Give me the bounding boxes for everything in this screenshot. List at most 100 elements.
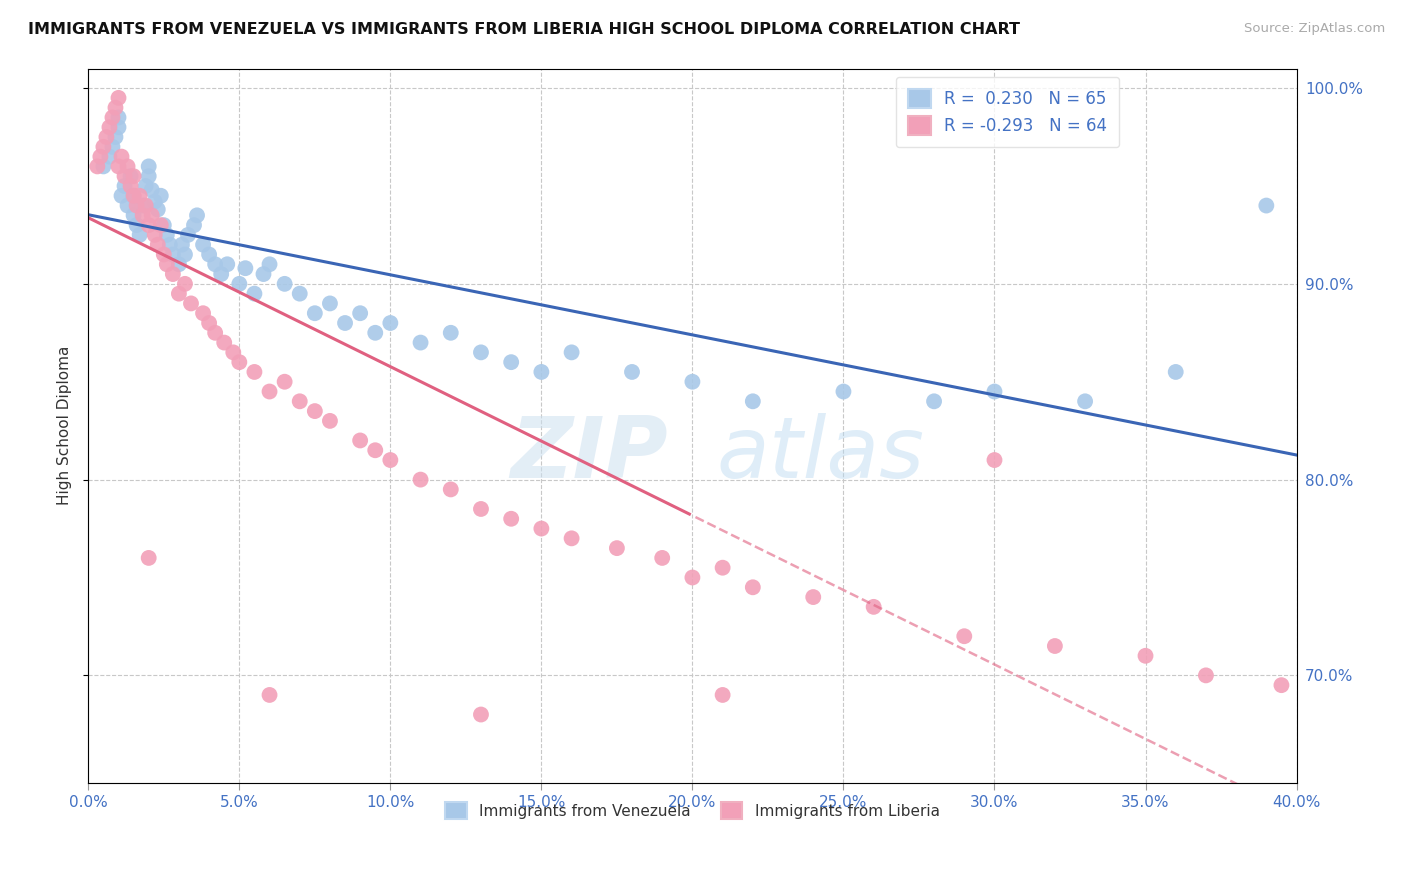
Point bbox=[96, 130, 118, 145]
Point bbox=[159, 237, 181, 252]
Point bbox=[149, 188, 172, 202]
Point bbox=[98, 150, 121, 164]
Point bbox=[135, 178, 157, 193]
Point bbox=[259, 257, 281, 271]
Point bbox=[183, 218, 205, 232]
Point bbox=[149, 218, 172, 232]
Point bbox=[209, 267, 232, 281]
Point bbox=[174, 277, 197, 291]
Point bbox=[501, 512, 523, 526]
Point bbox=[252, 267, 274, 281]
Point bbox=[243, 365, 266, 379]
Point bbox=[122, 169, 145, 184]
Point bbox=[741, 394, 763, 409]
Point bbox=[135, 198, 157, 212]
Point bbox=[114, 178, 136, 193]
Point bbox=[228, 355, 250, 369]
Point bbox=[114, 169, 136, 184]
Point bbox=[153, 247, 176, 261]
Point bbox=[364, 443, 387, 458]
Point bbox=[167, 286, 190, 301]
Y-axis label: High School Diploma: High School Diploma bbox=[58, 346, 72, 506]
Point bbox=[162, 267, 184, 281]
Point bbox=[120, 178, 142, 193]
Point bbox=[651, 550, 673, 565]
Point bbox=[1043, 639, 1066, 653]
Point bbox=[138, 550, 160, 565]
Point bbox=[117, 198, 139, 212]
Point bbox=[138, 160, 160, 174]
Point bbox=[128, 227, 150, 242]
Point bbox=[107, 91, 129, 105]
Point bbox=[561, 345, 583, 359]
Point bbox=[153, 218, 176, 232]
Point bbox=[110, 150, 132, 164]
Point bbox=[561, 532, 583, 546]
Point bbox=[1270, 678, 1292, 692]
Point bbox=[440, 483, 463, 497]
Point bbox=[1135, 648, 1157, 663]
Point bbox=[170, 237, 193, 252]
Point bbox=[304, 404, 326, 418]
Point bbox=[235, 261, 257, 276]
Point bbox=[191, 237, 214, 252]
Point bbox=[104, 101, 127, 115]
Point bbox=[125, 198, 148, 212]
Point bbox=[107, 160, 129, 174]
Point bbox=[141, 208, 163, 222]
Point bbox=[162, 247, 184, 261]
Point bbox=[349, 306, 371, 320]
Text: ZIP: ZIP bbox=[510, 413, 668, 496]
Point bbox=[228, 277, 250, 291]
Point bbox=[741, 580, 763, 594]
Point bbox=[832, 384, 855, 399]
Point bbox=[143, 227, 166, 242]
Point bbox=[349, 434, 371, 448]
Point bbox=[217, 257, 239, 271]
Point bbox=[93, 160, 115, 174]
Text: IMMIGRANTS FROM VENEZUELA VS IMMIGRANTS FROM LIBERIA HIGH SCHOOL DIPLOMA CORRELA: IMMIGRANTS FROM VENEZUELA VS IMMIGRANTS … bbox=[28, 22, 1021, 37]
Point bbox=[191, 306, 214, 320]
Point bbox=[922, 394, 945, 409]
Point bbox=[107, 120, 129, 135]
Point bbox=[143, 194, 166, 209]
Text: Source: ZipAtlas.com: Source: ZipAtlas.com bbox=[1244, 22, 1385, 36]
Point bbox=[319, 414, 342, 428]
Point bbox=[380, 316, 402, 330]
Point bbox=[204, 326, 226, 340]
Point bbox=[711, 688, 734, 702]
Point bbox=[146, 237, 169, 252]
Point bbox=[122, 208, 145, 222]
Point bbox=[273, 375, 295, 389]
Point bbox=[530, 365, 553, 379]
Point bbox=[138, 218, 160, 232]
Point bbox=[304, 306, 326, 320]
Point bbox=[983, 384, 1005, 399]
Point bbox=[122, 188, 145, 202]
Point bbox=[380, 453, 402, 467]
Point bbox=[198, 316, 221, 330]
Point bbox=[470, 707, 492, 722]
Point bbox=[409, 473, 432, 487]
Point bbox=[288, 286, 311, 301]
Point bbox=[89, 150, 111, 164]
Point bbox=[156, 227, 179, 242]
Point bbox=[186, 208, 208, 222]
Point bbox=[243, 286, 266, 301]
Point bbox=[198, 247, 221, 261]
Point bbox=[501, 355, 523, 369]
Point bbox=[470, 502, 492, 516]
Point bbox=[104, 130, 127, 145]
Point bbox=[128, 188, 150, 202]
Point bbox=[288, 394, 311, 409]
Point bbox=[156, 257, 179, 271]
Point bbox=[117, 160, 139, 174]
Point bbox=[621, 365, 644, 379]
Point bbox=[1195, 668, 1218, 682]
Point bbox=[409, 335, 432, 350]
Point bbox=[681, 375, 703, 389]
Point bbox=[1074, 394, 1097, 409]
Point bbox=[364, 326, 387, 340]
Point bbox=[131, 208, 153, 222]
Point bbox=[167, 257, 190, 271]
